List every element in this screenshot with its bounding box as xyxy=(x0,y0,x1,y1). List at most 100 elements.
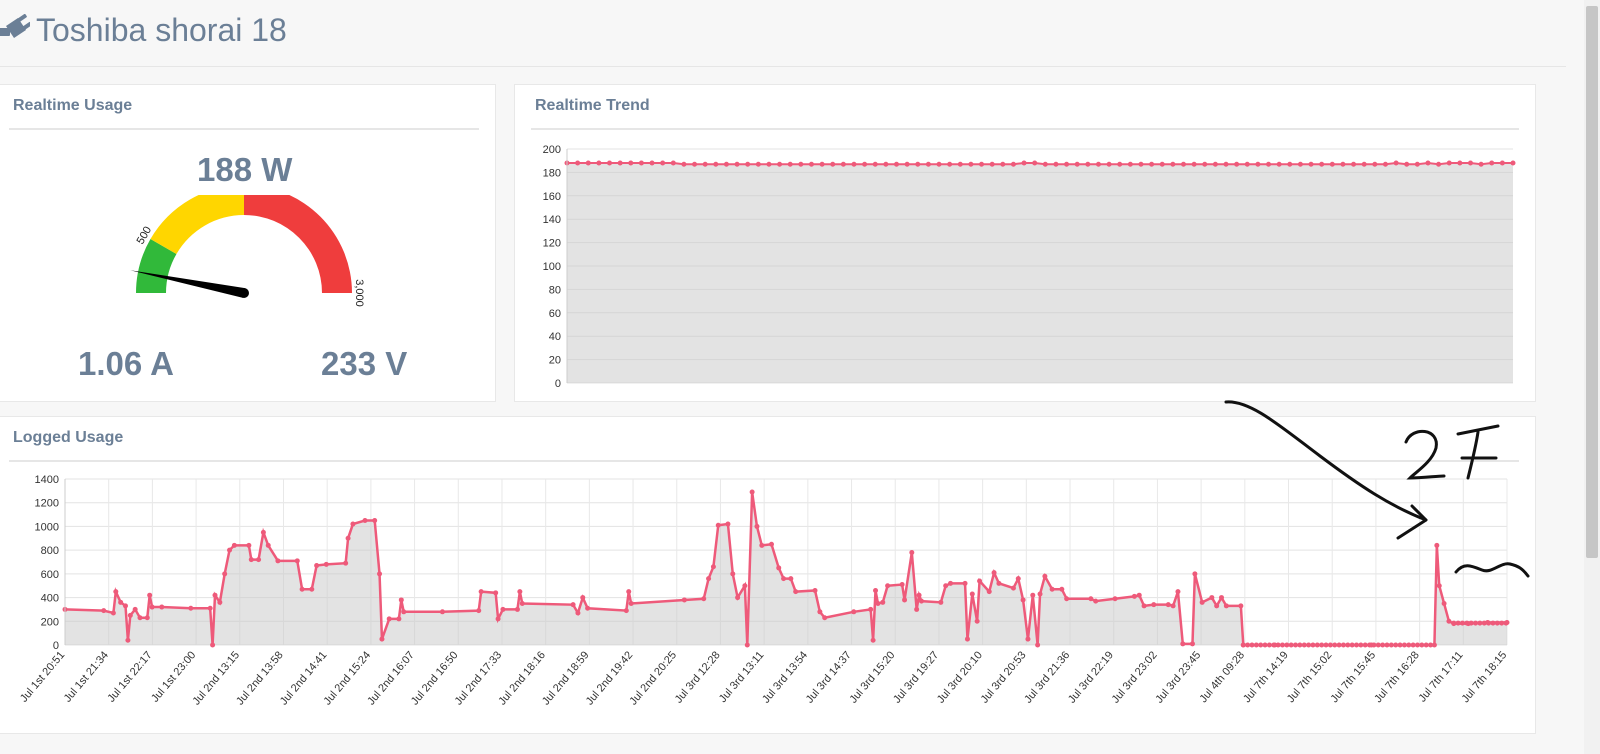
data-point xyxy=(519,601,525,606)
data-point xyxy=(1414,161,1420,167)
page-header: Toshiba shorai 18 xyxy=(0,0,1566,67)
data-point xyxy=(1503,620,1509,626)
data-point xyxy=(873,587,879,593)
data-point xyxy=(1020,597,1026,603)
data-point xyxy=(1199,599,1205,605)
data-point xyxy=(1297,161,1303,167)
data-point xyxy=(1170,161,1176,167)
data-point xyxy=(1419,642,1425,648)
data-point xyxy=(735,595,741,601)
data-point xyxy=(585,160,591,166)
logged-usage-panel: Logged Usage 0 200 400 600 800 1000 1200 1400 Ju… xyxy=(0,416,1536,734)
data-point xyxy=(936,161,942,167)
data-point xyxy=(1151,602,1157,608)
y-tick-label: 200 xyxy=(543,144,561,156)
y-tick-label: 400 xyxy=(41,593,59,605)
data-point xyxy=(1191,161,1197,167)
data-point xyxy=(1209,595,1215,601)
data-point xyxy=(362,518,368,523)
data-point xyxy=(476,608,482,614)
data-point xyxy=(110,610,116,616)
data-point xyxy=(759,542,765,548)
data-point xyxy=(1489,160,1495,166)
data-point xyxy=(706,576,712,582)
data-point xyxy=(1351,161,1357,167)
data-point xyxy=(1238,603,1244,609)
realtime-trend-panel: Realtime Trend 0 20 40 60 80 100 120 140 160 180 2… xyxy=(514,84,1536,402)
data-point xyxy=(1192,571,1198,577)
data-point xyxy=(1042,161,1048,167)
gauge-band xyxy=(136,239,177,293)
data-point xyxy=(701,596,707,602)
x-tick-label: Jul 7th 16:28 xyxy=(1372,649,1422,705)
y-tick-label: 120 xyxy=(543,238,561,250)
data-point xyxy=(822,615,828,621)
data-point xyxy=(1446,618,1452,624)
data-point xyxy=(1362,642,1368,648)
data-point xyxy=(1499,620,1505,626)
data-point xyxy=(788,576,794,582)
data-point xyxy=(1175,589,1181,595)
data-point xyxy=(1406,642,1412,648)
data-point xyxy=(1064,161,1070,167)
data-point xyxy=(217,599,223,605)
data-point xyxy=(977,578,983,584)
x-tick-label: Jul 3rd 20:10 xyxy=(935,649,985,705)
data-point xyxy=(1219,595,1225,601)
data-point xyxy=(1478,161,1484,167)
data-point xyxy=(495,616,501,622)
data-point xyxy=(1340,161,1346,167)
gauge-needle xyxy=(130,270,245,298)
data-point xyxy=(1306,642,1312,648)
data-point xyxy=(777,161,783,167)
data-point xyxy=(1371,642,1377,648)
data-point xyxy=(979,161,985,167)
data-point xyxy=(840,161,846,167)
data-point xyxy=(962,580,968,586)
data-point xyxy=(1473,620,1479,626)
data-point xyxy=(617,160,623,166)
data-point xyxy=(1037,591,1043,597)
data-point xyxy=(1032,160,1038,166)
y-tick-label: 80 xyxy=(549,284,561,296)
data-point xyxy=(1481,620,1487,626)
data-point xyxy=(875,601,881,606)
x-tick-label: Jul 1st 22:17 xyxy=(105,649,154,704)
data-point xyxy=(744,642,750,648)
data-point xyxy=(681,161,687,167)
series-line xyxy=(567,162,1513,166)
y-tick-label: 1200 xyxy=(35,498,59,510)
data-point xyxy=(1064,596,1070,602)
data-point xyxy=(1010,161,1016,167)
data-point xyxy=(915,161,921,167)
divider xyxy=(531,128,1519,130)
data-point xyxy=(1467,160,1473,166)
x-tick-label: Jul 3rd 23:45 xyxy=(1153,649,1203,705)
data-point xyxy=(1375,642,1381,648)
data-point xyxy=(909,550,915,556)
data-point xyxy=(991,570,997,576)
data-point xyxy=(514,606,520,612)
data-point xyxy=(1436,583,1442,589)
gauge-needle-hub xyxy=(239,288,249,298)
scrollbar-thumb[interactable] xyxy=(1586,6,1598,558)
x-tick-label: Jul 7th 15:45 xyxy=(1329,649,1379,705)
scrollbar[interactable] xyxy=(1584,0,1600,754)
data-point xyxy=(749,489,755,495)
data-point xyxy=(575,160,581,166)
x-tick-label: Jul 4th 09:28 xyxy=(1197,649,1247,705)
data-point xyxy=(1410,642,1416,648)
data-point xyxy=(1049,586,1055,592)
data-point xyxy=(1358,642,1364,648)
data-point xyxy=(570,602,576,608)
data-point xyxy=(996,580,1002,586)
data-point xyxy=(628,160,634,166)
data-point xyxy=(713,161,719,167)
data-point xyxy=(957,161,963,167)
data-point xyxy=(1284,642,1290,648)
power-readout: 188 W xyxy=(197,151,293,188)
y-tick-label: 60 xyxy=(549,308,561,320)
data-point xyxy=(793,589,799,595)
voltage-readout: 233 V xyxy=(321,345,408,382)
data-point xyxy=(1361,161,1367,167)
